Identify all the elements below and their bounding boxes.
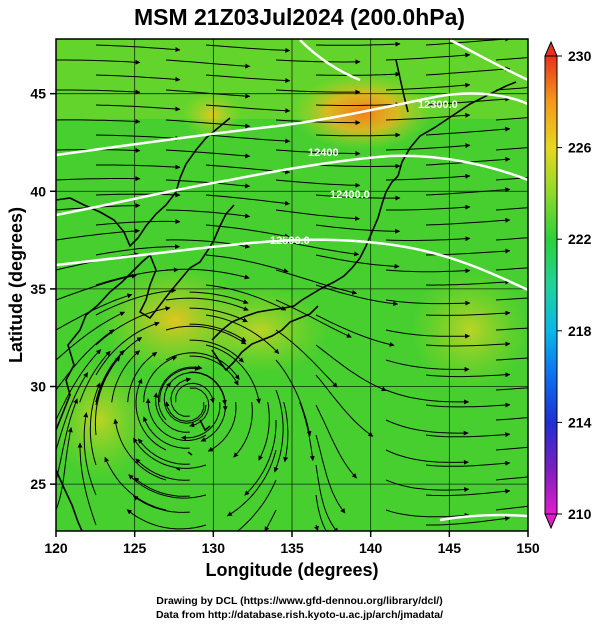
coastline	[56, 59, 517, 531]
x-tick-label: 145	[438, 540, 462, 556]
x-tick-label: 140	[359, 540, 383, 556]
y-tick-label: 40	[30, 183, 46, 199]
colorbar: 230 226 222 218 214 210	[544, 40, 592, 530]
contour-labels: 12300.0 12400 12400.0 12500.0	[270, 99, 458, 247]
x-tick-label: 125	[123, 540, 147, 556]
x-tick-label: 150	[516, 540, 540, 556]
contour-label: 12400.0	[330, 189, 370, 201]
contour-label: 12400	[308, 147, 339, 159]
wind-streamlines	[56, 39, 528, 531]
y-tick-label: 30	[30, 379, 46, 395]
x-tick-label: 130	[202, 540, 226, 556]
plot-title: MSM 21Z03Jul2024 (200.0hPa)	[133, 4, 466, 30]
credit-data: Data from http://database.rish.kyoto-u.a…	[155, 609, 444, 621]
colorbar-label: 214	[568, 414, 592, 430]
colorbar-label: 226	[568, 140, 592, 156]
geopotential-contours	[56, 39, 528, 522]
credit-drawing: Drawing by DCL (https://www.gfd-dennou.o…	[156, 595, 443, 607]
x-tick-label: 120	[44, 540, 68, 556]
y-tick-label: 35	[30, 281, 46, 297]
y-tick-label: 45	[30, 86, 46, 102]
colorbar-label: 230	[568, 48, 592, 64]
x-axis-title: Longitude (degrees)	[205, 560, 378, 580]
y-tick-label: 25	[30, 476, 46, 492]
colorbar-label: 222	[568, 231, 592, 247]
colorbar-label: 210	[568, 506, 592, 522]
contour-label: 12300.0	[418, 99, 458, 111]
y-axis-title: Latitude (degrees)	[6, 207, 26, 363]
x-axis: 120 125 130 135 140 145 150	[44, 531, 540, 556]
x-tick-label: 135	[280, 540, 304, 556]
y-axis: 25 30 35 40 45	[30, 86, 56, 492]
contour-label: 12500.0	[270, 235, 310, 247]
colorbar-label: 218	[568, 323, 592, 339]
